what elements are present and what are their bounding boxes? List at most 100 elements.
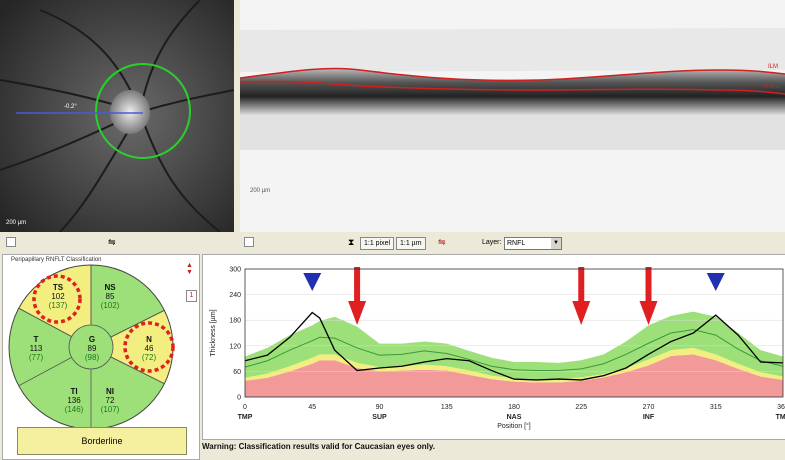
sector-ni: NI 72 (107) — [95, 387, 125, 414]
oct-bscan: ILM RNFL 200 µm — [240, 0, 785, 232]
red-arrow-3 — [645, 267, 652, 303]
sector-g: G 89 (98) — [77, 335, 107, 362]
normal-band — [245, 311, 783, 380]
reference-mean-line — [244, 329, 784, 372]
red-arrow-2 — [578, 267, 585, 303]
sector-ts-label: TS — [52, 283, 64, 292]
y-axis-label: Thickness [µm] — [210, 309, 217, 356]
panel-toggle-right[interactable] — [244, 237, 254, 247]
classification-result: Borderline — [17, 427, 187, 455]
optic-disc — [110, 90, 150, 134]
sector-g-label: G — [88, 335, 96, 344]
ilm-label: ILM — [768, 64, 779, 70]
layer-select[interactable]: RNFL ▼ — [504, 237, 562, 250]
x-tick-label-180: 180 — [508, 404, 520, 411]
classification-panel: Peripapillary RNFLT Classification TS 10… — [2, 254, 200, 460]
page-up-icon[interactable]: ▲ — [186, 262, 193, 269]
measured-thickness-line — [244, 311, 784, 381]
x-region-label-tmp-4: TMP — [776, 414, 785, 421]
sector-ti-ref: (146) — [64, 405, 84, 414]
x-region-label-sup-1: SUP — [372, 414, 387, 421]
sector-g-value: 89 — [87, 344, 97, 353]
sector-n-label: N — [146, 335, 152, 344]
sector-n: N 46 (72) — [134, 335, 164, 362]
x-axis-label: Position [°] — [497, 422, 531, 430]
sector-ni-label: NI — [106, 387, 114, 396]
sector-t: T 113 (77) — [21, 335, 51, 362]
chevron-down-icon: ▼ — [551, 238, 561, 249]
sector-t-ref: (77) — [28, 353, 44, 362]
sector-ns: NS 85 (102) — [95, 283, 125, 310]
highlight-circle-ts — [32, 274, 82, 324]
fundus-image: -0.2° 200 µm — [0, 0, 234, 232]
sector-n-value: 46 — [144, 344, 154, 353]
x-region-label-inf-3: INF — [643, 414, 655, 421]
scan-angle-label: -0.2° — [64, 104, 77, 110]
sector-ts-ref: (137) — [48, 301, 68, 310]
sector-ns-label: NS — [104, 283, 116, 292]
scan-circle — [95, 63, 191, 159]
x-region-label-nas-2: NAS — [507, 414, 522, 421]
zoom-icon[interactable]: ⧗ — [348, 237, 355, 247]
abnormal-band — [245, 354, 783, 397]
x-tick-label-270: 270 — [643, 404, 655, 411]
sector-n-ref: (72) — [141, 353, 157, 362]
y-tick-label-240: 240 — [229, 292, 241, 299]
y-tick-label-0: 0 — [237, 395, 241, 402]
sector-ns-value: 85 — [105, 292, 115, 301]
oct-graphic — [240, 28, 785, 150]
highlight-circle-n — [123, 321, 175, 373]
sector-g-ref: (98) — [84, 353, 100, 362]
sector-map — [8, 264, 175, 430]
um-ratio-button[interactable]: 1:1 µm — [396, 237, 426, 250]
toolbar: ⇋ ⧗ 1:1 pixel 1:1 µm ⇋ Layer: RNFL ▼ — [0, 234, 785, 252]
sector-t-value: 113 — [29, 344, 43, 353]
sector-t-label: T — [33, 335, 39, 344]
x-tick-label-90: 90 — [376, 404, 384, 411]
plot-frame — [244, 268, 784, 398]
layer-label: Layer: — [482, 239, 502, 246]
rnfl-line — [240, 80, 785, 95]
page-controls: ▲ ▼ 1 — [186, 262, 197, 302]
x-tick-label-0: 0 — [243, 404, 247, 411]
sector-ni-ref: (107) — [100, 405, 120, 414]
page-down-icon[interactable]: ▼ — [186, 269, 193, 276]
ilm-line — [240, 67, 785, 82]
x-tick-label-360: 360 — [777, 404, 785, 411]
x-tick-label-45: 45 — [308, 404, 316, 411]
sector-ni-value: 72 — [105, 396, 115, 405]
blue-triangle-2 — [706, 273, 725, 291]
flip-icon-right[interactable]: ⇋ — [438, 237, 446, 247]
panel-toggle-left[interactable] — [6, 237, 16, 247]
thickness-chart: 0 60 120 180 240 300 0 45 90 135 180 225 270 315 360 TM… — [210, 267, 785, 431]
y-tick-label-300: 300 — [229, 267, 241, 274]
warning-text: Warning: Classification results valid fo… — [202, 442, 435, 451]
layer-select-value: RNFL — [507, 240, 526, 247]
y-tick-label-60: 60 — [233, 369, 241, 376]
page-number[interactable]: 1 — [186, 290, 197, 302]
sector-ti-label: TI — [70, 387, 78, 396]
pixel-ratio-button[interactable]: 1:1 pixel — [360, 237, 395, 250]
sector-ts: TS 102 (137) — [43, 283, 73, 310]
y-tick-label-120: 120 — [229, 343, 241, 350]
fundus-graphic — [0, 0, 234, 232]
sector-ns-ref: (102) — [100, 301, 120, 310]
thickness-chart-panel: 0 60 120 180 240 300 0 45 90 135 180 225 270 315 360 TM… — [202, 254, 785, 440]
sector-ts-value: 102 — [51, 292, 65, 301]
y-tick-label-180: 180 — [229, 318, 241, 325]
red-arrow-head-1 — [348, 301, 367, 325]
sector-ti-value: 136 — [67, 396, 81, 405]
red-arrow-1 — [354, 267, 361, 303]
x-tick-label-315: 315 — [710, 404, 722, 411]
oct-scale-label: 200 µm — [250, 188, 271, 194]
fundus-scale-label: 200 µm — [6, 220, 27, 226]
red-arrow-head-3 — [639, 301, 658, 325]
x-region-label-tmp-0: TMP — [238, 414, 253, 421]
blue-triangle-1 — [303, 273, 322, 291]
red-arrow-head-2 — [572, 301, 591, 325]
sector-g-fill — [68, 324, 114, 370]
sector-ti: TI 136 (146) — [59, 387, 89, 414]
x-tick-label-135: 135 — [441, 404, 453, 411]
x-tick-label-225: 225 — [575, 404, 587, 411]
flip-icon-left[interactable]: ⇋ — [108, 237, 116, 247]
